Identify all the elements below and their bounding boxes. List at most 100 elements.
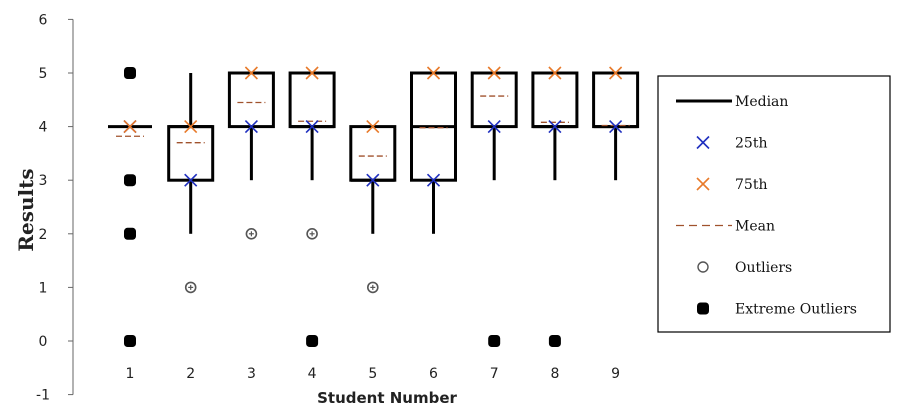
q3-marker-5: [366, 120, 380, 134]
extreme-outlier-4-0: [306, 335, 319, 347]
legend-item-median: Median: [676, 94, 788, 110]
q3-marker-4-stroke-b: [305, 66, 319, 80]
legend-label-outlier: Outliers: [735, 260, 792, 276]
legend-label-extreme: Extreme Outliers: [735, 302, 857, 318]
box-student-1: [108, 67, 152, 347]
q3-marker-2-stroke-b: [184, 120, 198, 134]
x-tick-label-9: 9: [611, 366, 620, 382]
x-axis: 1 2 3 4 5 6 7 8 9: [126, 366, 621, 382]
x-tick-label-8: 8: [550, 366, 559, 382]
outlier-3-0: [245, 228, 258, 240]
q1-marker-7-stroke-b: [487, 120, 501, 134]
box-rect-4: [288, 71, 336, 129]
q3-marker-7-stroke-b: [487, 66, 501, 80]
q3-marker-7: [487, 66, 501, 80]
q3-marker-6: [426, 66, 441, 80]
y-tick-label-5: 4: [39, 120, 48, 136]
x-axis-title: Student Number: [317, 389, 457, 407]
box-student-5: [349, 120, 397, 294]
q1-marker-5: [366, 173, 380, 187]
outlier-5-0: [366, 281, 379, 294]
box-student-2: [167, 73, 215, 294]
legend-swatch-extreme: [697, 302, 709, 315]
outlier-4-0: [306, 228, 318, 240]
q1-marker-3: [244, 120, 258, 134]
extreme-outlier-1-2: [124, 227, 136, 240]
legend-item-extreme: Extreme Outliers: [697, 302, 857, 318]
x-tick-label-7: 7: [490, 366, 499, 382]
legend-swatch-q3-stroke-b: [696, 177, 710, 191]
q1-marker-5-stroke-b: [366, 173, 380, 187]
legend-swatch-q3: [696, 177, 710, 191]
legend-swatch-outlier: [697, 261, 709, 273]
y-tick-label-3: 2: [39, 227, 48, 243]
q1-marker-8-stroke-b: [548, 120, 562, 134]
q3-marker-2: [184, 120, 198, 134]
legend-item-q1: 25th: [696, 135, 767, 152]
box-rect-3: [227, 71, 275, 129]
q1-marker-2: [184, 173, 198, 187]
outlier-2-0: [184, 281, 197, 294]
q3-marker-1: [123, 120, 137, 134]
extreme-outlier-8-0: [548, 335, 561, 347]
y-tick-label-6: 5: [39, 66, 48, 82]
q1-marker-4: [305, 120, 319, 134]
box-rect-7: [470, 71, 518, 129]
extreme-outlier-7-0: [488, 335, 501, 347]
y-tick-label-7: 6: [39, 12, 48, 28]
legend-swatch-q1-stroke-b: [696, 135, 710, 150]
q1-marker-6: [426, 173, 441, 187]
q1-marker-7: [487, 120, 501, 134]
x-tick-label-3: 3: [247, 366, 256, 382]
y-tick-label-2: 1: [39, 280, 48, 296]
legend-item-outlier: Outliers: [697, 260, 792, 276]
box-student-7: [470, 66, 518, 347]
q1-marker-6-stroke-b: [426, 173, 441, 187]
legend-box: [657, 75, 891, 333]
q3-marker-4: [305, 66, 319, 80]
q1-marker-9: [609, 120, 623, 134]
y-tick-label-1: 0: [39, 334, 48, 350]
q3-marker-9: [609, 66, 623, 80]
x-tick-label-1: 1: [126, 366, 135, 382]
box-rect-2: [167, 125, 215, 182]
legend: Median 25th 75th Mean Outliers Extreme Outlie…: [657, 75, 891, 333]
q3-marker-1-stroke-b: [123, 120, 137, 134]
q3-marker-8: [548, 66, 562, 80]
extreme-outlier-1-0: [124, 67, 136, 79]
box-rect-9: [592, 71, 640, 129]
q3-marker-3: [244, 66, 258, 80]
q1-marker-8: [548, 120, 562, 134]
q3-marker-6-stroke-b: [426, 66, 441, 80]
box-rect-8: [531, 71, 579, 129]
x-tick-label-6: 6: [429, 366, 438, 382]
y-tick-label-4: 3: [39, 173, 48, 189]
legend-item-q3: 75th: [696, 177, 767, 193]
q3-marker-5-stroke-b: [366, 120, 380, 134]
q1-marker-2-stroke-b: [184, 173, 198, 187]
x-tick-label-4: 4: [308, 366, 317, 382]
box-student-3: [227, 66, 275, 240]
box-student-8: [531, 66, 579, 347]
q1-marker-9-stroke-b: [609, 120, 623, 134]
y-axis-title: Results: [14, 168, 38, 251]
q3-marker-9-stroke-b: [609, 66, 623, 80]
legend-label-q3: 75th: [735, 177, 767, 193]
q1-marker-3-stroke-b: [244, 120, 258, 134]
q1-marker-4-stroke-b: [305, 120, 319, 134]
box-student-4: [288, 66, 336, 347]
legend-item-mean: Mean: [676, 219, 775, 235]
box-student-9: [592, 66, 640, 181]
legend-label-median: Median: [735, 94, 788, 110]
extreme-outlier-1-3: [124, 335, 136, 347]
legend-swatch-q1: [696, 135, 710, 150]
box-rect-5: [349, 125, 397, 182]
q3-marker-3-stroke-b: [244, 66, 258, 80]
legend-label-mean: Mean: [735, 219, 775, 235]
x-tick-label-5: 5: [368, 366, 377, 382]
legend-label-q1: 25th: [735, 136, 767, 152]
q3-marker-8-stroke-b: [548, 66, 562, 80]
extreme-outlier-1-1: [124, 174, 136, 187]
y-axis: -1 0 1 2 3 4 5 6: [36, 12, 74, 404]
